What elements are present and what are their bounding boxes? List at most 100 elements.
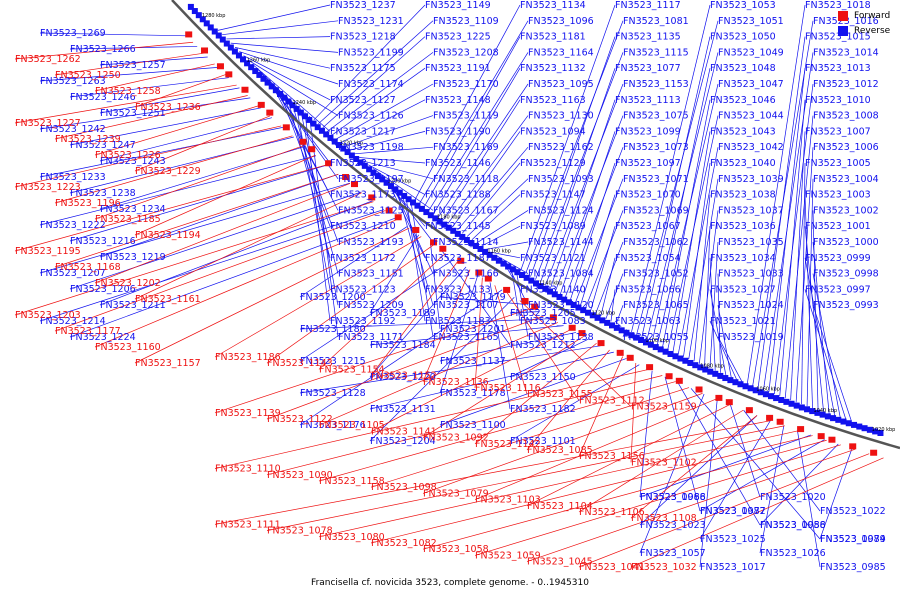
gene-label: FN3523_1151 [338,269,404,280]
leader-line [368,164,426,195]
leader-line [545,83,624,286]
leader-line [590,226,616,311]
leader-line [699,439,825,512]
leader-line [69,191,362,290]
gene-label: FN3523_1203 [15,310,81,321]
gene-label: FN3523_1236 [135,102,201,113]
gene-label: FN3523_1059 [475,550,541,561]
leader-line [812,241,830,414]
leader-line [489,282,511,410]
gene-label: FN3523_1121 [520,253,586,264]
leader-line [345,115,434,147]
reverse-gene-arrow [877,429,884,436]
gene-label: FN3523_1185 [95,214,161,225]
gene-label: FN3523_1149 [425,0,491,11]
reverse-gene-arrow [662,348,669,355]
reverse-gene-arrow [450,227,457,234]
gene-label: FN3523_1141 [371,426,437,437]
leader-line [349,131,426,151]
leader-line [14,201,374,316]
leader-line [474,398,717,500]
gene-label: FN3523_1127 [330,95,396,106]
legend-forward-label: Forward [854,10,891,21]
reverse-gene-arrow [618,327,625,334]
gene-label: FN3523_1095 [528,79,594,90]
gene-label: FN3523_1110 [215,464,281,475]
leader-line [699,420,771,540]
gene-label: FN3523_1112 [579,395,645,406]
gene-label: FN3523_1010 [805,95,871,106]
leader-line [94,105,259,156]
leader-line [510,264,521,322]
reverse-gene-arrow [207,24,214,31]
gene-label: FN3523_1170 [433,79,499,90]
forward-gene-arrow [626,354,634,361]
gene-label: FN3523_1139 [215,408,281,419]
reverse-gene-arrow [793,402,800,409]
leader-line [565,147,624,297]
gene-label: FN3523_1104 [527,501,593,512]
leader-line [94,145,304,220]
leader-line [614,320,622,327]
reverse-gene-arrow [396,189,403,196]
reverse-gene-arrow [318,127,325,134]
leader-line [230,42,339,53]
leader-line [452,131,521,228]
leader-line [222,20,339,36]
leader-line [476,210,529,244]
reverse-gene-arrow [293,105,300,112]
reverse-gene-arrow [565,299,572,306]
reverse-gene-arrow [589,312,596,319]
reverse-gene-arrow [687,359,694,366]
leader-line [639,370,653,498]
gene-label: FN3523_1118 [433,174,499,185]
leader-line [54,52,204,76]
gene-label: FN3523_1097 [615,158,681,169]
reverse-gene-arrow [594,314,601,321]
leader-line [639,393,705,554]
leader-line [299,345,602,394]
reverse-gene-arrow [712,370,719,377]
leader-line [631,4,711,332]
gene-label: FN3523_1157 [135,358,201,369]
gene-label: FN3523_1101 [510,436,576,447]
gene-label: FN3523_1263 [40,76,106,87]
leader-line [698,210,719,364]
reverse-gene-arrow [866,426,873,433]
reverse-gene-arrow [191,8,198,15]
leader-line [369,234,420,314]
gene-label: FN3523_1116 [475,383,541,394]
kbp-tick-label: 1060 kbp [756,387,780,393]
legend-reverse-label: Reverse [854,25,891,36]
reverse-gene-arrow [657,346,664,353]
reverse-gene-arrow [289,102,296,109]
leader-line [474,444,841,556]
leader-line [134,227,410,364]
gene-label: FN3523_1119 [433,111,499,122]
leader-line [801,162,806,405]
reverse-gene-arrow [537,283,544,290]
gene-label: FN3523_1147 [520,190,586,201]
gene-label: FN3523_0988 [760,520,826,531]
gene-label: FN3523_1192 [330,316,396,327]
gene-label: FN3523_0993 [813,300,879,311]
leader-line [39,127,283,178]
reverse-gene-arrow [697,364,704,371]
gene-label: FN3523_1189 [370,308,436,319]
gene-label: FN3523_1077 [615,63,681,74]
reverse-gene-arrow [227,44,234,51]
gene-label: FN3523_1218 [330,32,396,43]
leader-line [651,68,711,343]
reverse-gene-arrow [357,159,364,166]
forward-gene-arrow [282,124,290,131]
reverse-gene-arrow [752,387,759,394]
reverse-gene-arrow [783,398,790,405]
reverse-gene-arrow [613,324,620,331]
gene-label: FN3523_1066 [615,284,681,295]
reverse-gene-arrow [379,176,386,183]
gene-label: FN3523_1132 [520,63,586,74]
leader-line [422,439,827,550]
reverse-gene-arrow [459,233,466,240]
forward-gene-arrow [616,349,624,356]
